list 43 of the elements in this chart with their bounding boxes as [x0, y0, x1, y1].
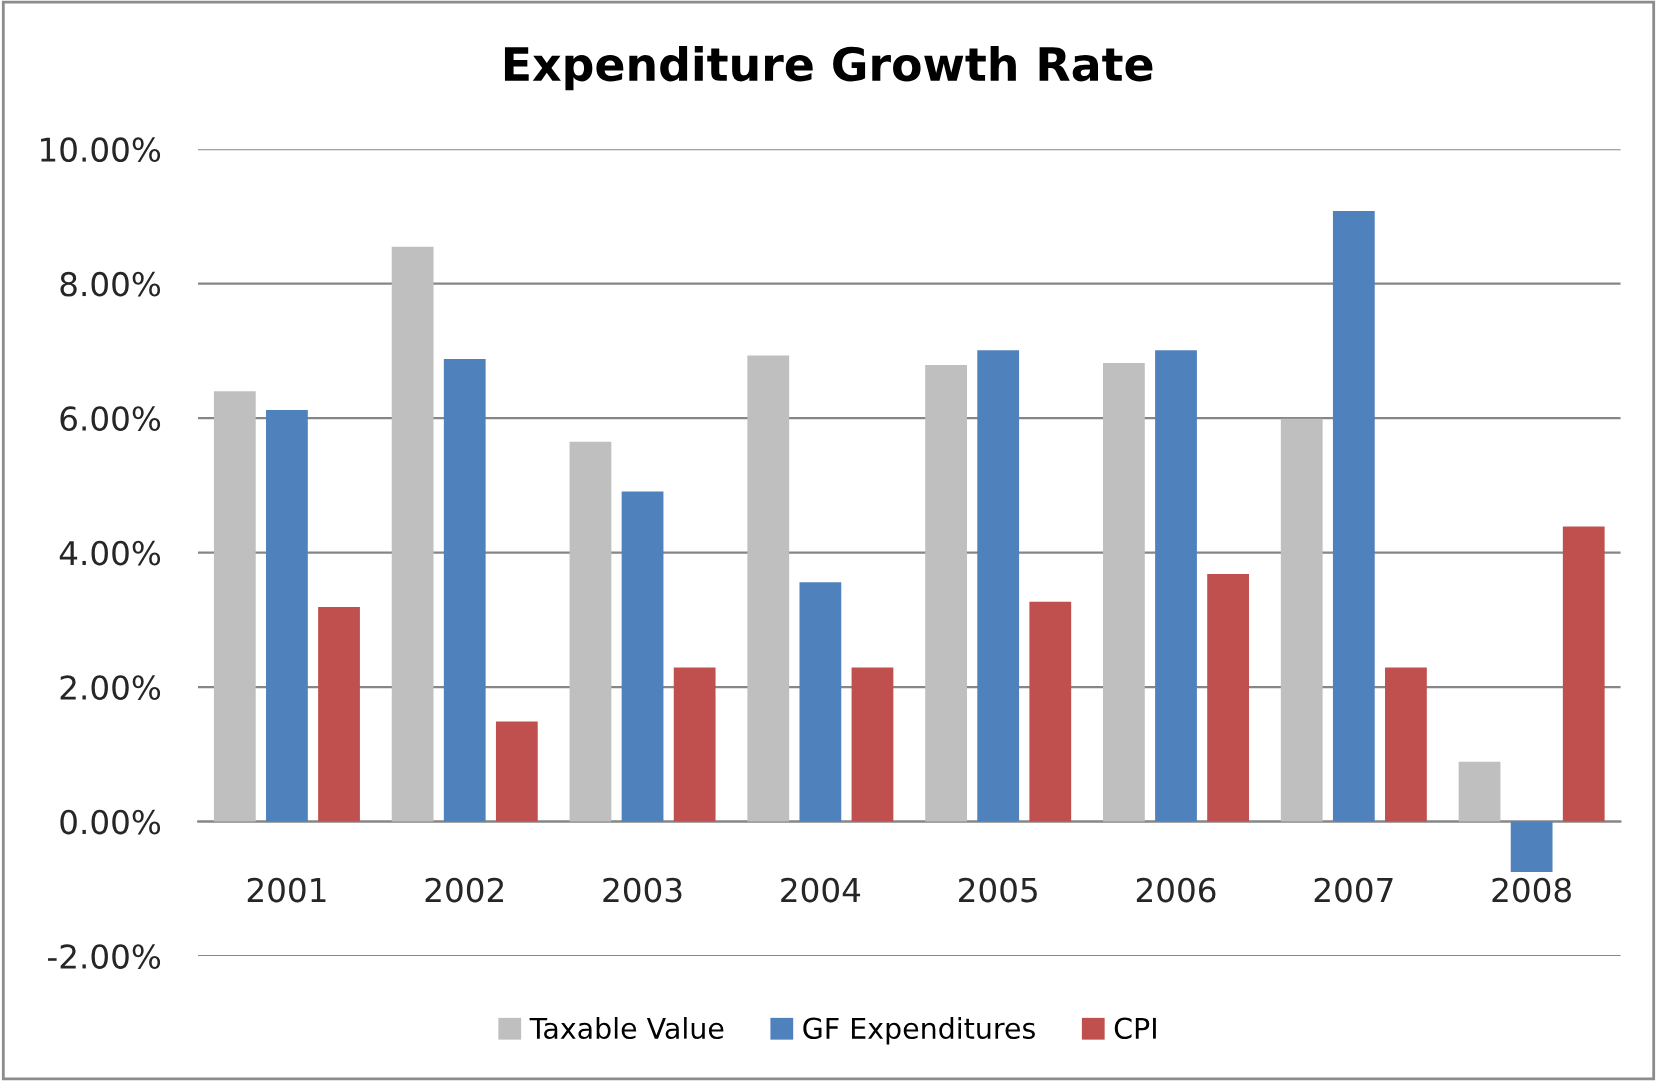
chart-title: Expenditure Growth Rate	[504, 45, 1153, 91]
bar	[673, 667, 716, 822]
bar	[495, 721, 538, 822]
bar	[318, 607, 360, 822]
bar	[621, 491, 664, 822]
x-tick-label: 2008	[1492, 877, 1571, 903]
bar	[925, 365, 967, 822]
x-tick-label: 2005	[959, 877, 1037, 903]
bar	[1103, 363, 1145, 822]
x-tick-label: 2007	[1314, 877, 1393, 903]
bar	[1510, 821, 1553, 872]
y-tick-label: -2.00%	[48, 944, 161, 969]
x-tick-label: 2006	[1136, 877, 1216, 903]
y-tick-label: 0.00%	[60, 809, 161, 835]
x-tick-label: 2002	[425, 877, 503, 903]
y-tick-label: 8.00%	[60, 271, 161, 297]
bar	[747, 355, 790, 822]
x-tick-label: 2001	[247, 877, 326, 903]
bar	[1280, 418, 1323, 822]
bar	[1029, 601, 1072, 822]
bar	[1562, 526, 1605, 822]
y-tick-label: 6.00%	[60, 406, 161, 431]
legend-label: Taxable Value	[529, 1017, 724, 1040]
y-tick-label: 2.00%	[60, 675, 161, 700]
legend-label: GF Expenditures	[803, 1017, 1035, 1045]
bar	[799, 582, 842, 822]
bar	[1458, 761, 1501, 822]
bar	[1385, 667, 1427, 822]
bar	[391, 246, 434, 822]
bar	[443, 358, 486, 822]
x-tick-label: 2004	[781, 877, 861, 903]
bar	[977, 350, 1020, 822]
x-tick-label: 2003	[603, 877, 682, 903]
bar	[851, 667, 894, 822]
bar	[213, 391, 256, 822]
bar	[1332, 211, 1375, 822]
bar	[1155, 350, 1197, 822]
bar	[266, 410, 308, 822]
legend-label: CPI	[1114, 1017, 1156, 1040]
bar	[1207, 574, 1249, 822]
y-tick-label: 4.00%	[59, 540, 161, 566]
y-tick-label: 10.00%	[41, 137, 161, 163]
bar	[569, 441, 612, 822]
